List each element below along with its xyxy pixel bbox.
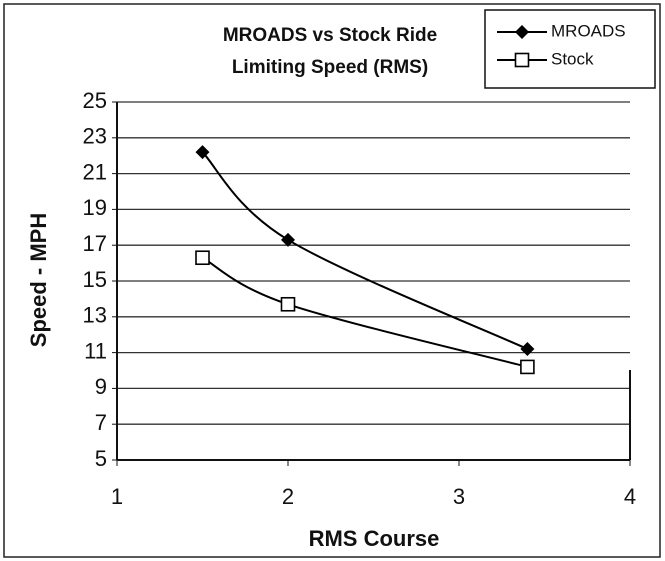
x-tick-label: 4 <box>624 484 636 509</box>
legend-marker <box>515 25 529 39</box>
legend-marker <box>514 52 530 68</box>
marker <box>520 342 535 357</box>
legend-box <box>484 9 656 89</box>
y-tick-label: 17 <box>83 231 107 256</box>
y-tick-label: 9 <box>95 374 107 399</box>
marker <box>281 232 295 247</box>
x-tick-label: 3 <box>453 484 465 509</box>
y-tick-label: 13 <box>83 303 107 328</box>
x-axis-title: RMS Course <box>309 526 440 551</box>
chart-title: MROADS vs Stock Ride <box>223 25 437 46</box>
y-tick-label: 25 <box>83 88 107 113</box>
marker <box>520 359 535 375</box>
y-tick-label: 7 <box>95 410 107 435</box>
y-tick-label: 11 <box>84 338 107 363</box>
x-tick-label: 1 <box>111 484 123 509</box>
y-tick-label: 19 <box>83 195 107 220</box>
legend-label: Stock <box>551 49 594 68</box>
marker <box>280 296 296 312</box>
legend-label: MROADS <box>551 21 626 40</box>
series-line <box>201 151 528 350</box>
y-axis-title: Speed - MPH <box>26 213 51 347</box>
y-tick-label: 15 <box>83 267 107 292</box>
marker <box>195 250 210 266</box>
y-tick-label: 21 <box>83 159 107 184</box>
y-tick-label: 5 <box>95 446 107 471</box>
y-tick-label: 23 <box>83 124 107 149</box>
marker <box>195 145 210 160</box>
chart-subtitle: Limiting Speed (RMS) <box>232 57 428 78</box>
x-tick-label: 2 <box>282 484 294 509</box>
series-line <box>202 256 528 368</box>
